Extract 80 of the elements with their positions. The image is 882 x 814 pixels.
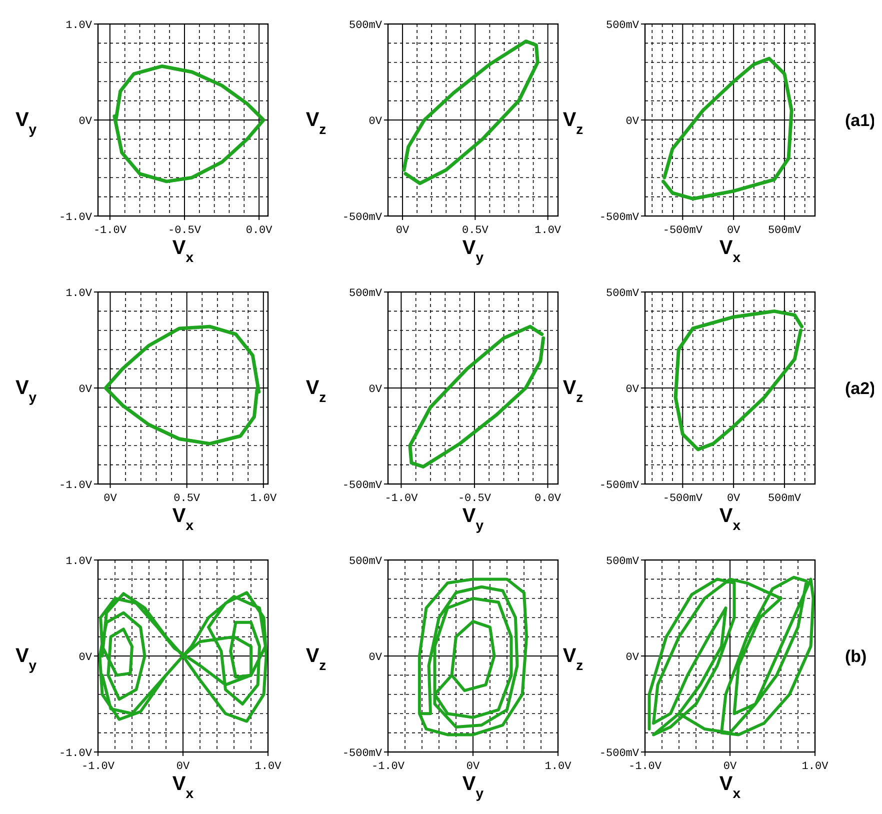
x-tick-label: 0V xyxy=(466,761,480,773)
x-tick-label: -0.5V xyxy=(168,225,202,237)
x-tick-label: 0V xyxy=(396,225,410,237)
text: (a2) xyxy=(845,378,876,398)
y-tick-label: 1.0V xyxy=(66,556,92,568)
y-axis-title: V$_{y}$ xyxy=(15,109,37,137)
x-tick-label: -0.5V xyxy=(458,493,492,505)
x-tick-label: 1.0V xyxy=(544,761,572,773)
y-axis-title: V$_{z}$ xyxy=(306,377,326,405)
y-tick-label: 0V xyxy=(78,384,92,396)
x-tick-label: 0.0V xyxy=(534,493,562,505)
y-tick-label: 0V xyxy=(78,652,92,664)
y-tick-label: 0V xyxy=(626,116,640,128)
x-tick-label: 0.5V xyxy=(174,493,200,505)
y-tick-label: -500mV xyxy=(342,480,382,492)
y-axis-title: V$_{z}$ xyxy=(562,109,584,137)
x-axis-title: V$_{x}$ xyxy=(719,237,741,265)
x-tick-label: 1.0V xyxy=(250,493,278,505)
text: (a1) xyxy=(845,110,876,130)
y-tick-label: 0V xyxy=(368,652,382,664)
x-tick-label: 0V xyxy=(726,225,741,237)
x-tick-label: 500mV xyxy=(768,225,802,237)
x-tick-label: 500mV xyxy=(768,493,802,505)
y-tick-label: 0V xyxy=(626,384,640,396)
y-tick-label: -1.0V xyxy=(58,480,92,492)
y-tick-label: 500mV xyxy=(348,556,382,568)
x-tick-label: 1.0V xyxy=(254,761,282,773)
y-tick-label: 500mV xyxy=(606,20,640,32)
y-tick-label: 1.0V xyxy=(66,288,92,300)
y-tick-label: 0V xyxy=(78,116,92,128)
y-axis-title: V$_{z}$ xyxy=(562,377,584,405)
x-tick-label: 0.5V xyxy=(462,225,489,237)
line-series xyxy=(418,578,528,736)
y-tick-label: -1.0V xyxy=(58,748,92,760)
x-axis-title: V$_{x}$ xyxy=(719,773,741,801)
line-series xyxy=(662,56,794,200)
line-series xyxy=(408,324,546,468)
x-axis-title: V$_{y}$ xyxy=(462,505,484,533)
x-tick-label: -500mV xyxy=(662,493,703,505)
y-axis-title: V$_{y}$ xyxy=(15,377,37,405)
y-tick-label: 0V xyxy=(368,116,382,128)
y-tick-label: 0V xyxy=(368,384,382,396)
y-tick-label: -500mV xyxy=(599,748,640,760)
y-axis-title: V$_{y}$ xyxy=(15,645,37,673)
x-axis-title: V$_{y}$ xyxy=(462,237,484,265)
x-axis-title: V$_{x}$ xyxy=(719,505,741,533)
x-tick-label: 1.0V xyxy=(802,761,829,773)
y-tick-label: -500mV xyxy=(342,748,382,760)
y-tick-label: -500mV xyxy=(342,212,382,224)
x-axis-title: V$_{x}$ xyxy=(172,237,194,265)
y-tick-label: 500mV xyxy=(606,288,640,300)
y-tick-label: 1.0V xyxy=(66,20,92,32)
x-tick-label: 0V xyxy=(726,493,741,505)
x-axis-title: V$_{y}$ xyxy=(462,773,484,801)
x-tick-label: 0V xyxy=(104,493,118,505)
x-axis-title: V$_{x}$ xyxy=(172,773,194,801)
y-tick-label: -500mV xyxy=(599,480,640,492)
x-tick-label: 1.0V xyxy=(534,225,562,237)
x-tick-label: 0V xyxy=(176,761,190,773)
y-tick-label: 500mV xyxy=(348,20,382,32)
y-axis-title: V$_{z}$ xyxy=(306,645,326,673)
line-series xyxy=(648,576,815,736)
line-series xyxy=(674,309,804,452)
y-tick-label: -500mV xyxy=(599,212,640,224)
y-tick-label: -1.0V xyxy=(58,212,92,224)
y-tick-label: 500mV xyxy=(606,556,640,568)
line-series xyxy=(112,64,266,184)
x-tick-label: -500mV xyxy=(662,225,703,237)
y-tick-label: 0V xyxy=(626,652,640,664)
x-tick-label: -1.0V xyxy=(93,225,127,237)
y-axis-title: V$_{z}$ xyxy=(562,645,584,673)
x-tick-label: -1.0V xyxy=(384,493,418,505)
x-axis-title: V$_{x}$ xyxy=(172,505,194,533)
text: (b) xyxy=(845,646,867,666)
x-tick-label: 0V xyxy=(723,761,737,773)
x-tick-label: 0.0V xyxy=(246,225,273,237)
line-series xyxy=(402,40,540,186)
y-axis-title: V$_{z}$ xyxy=(306,109,326,137)
y-tick-label: 500mV xyxy=(348,288,382,300)
line-series xyxy=(104,324,261,446)
